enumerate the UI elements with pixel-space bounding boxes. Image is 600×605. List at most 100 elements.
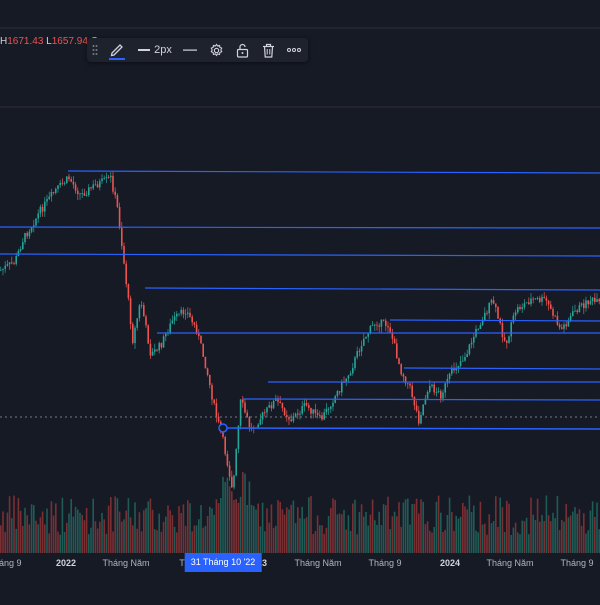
volume-bar xyxy=(180,513,182,553)
line-anchor-handle[interactable] xyxy=(218,423,228,433)
candle-body xyxy=(37,213,39,219)
drag-handle-icon[interactable] xyxy=(89,38,101,62)
volume-bar xyxy=(420,499,422,553)
horizontal-ray[interactable] xyxy=(0,226,600,229)
candle-body xyxy=(457,365,460,369)
candle-body xyxy=(330,406,332,409)
volume-bar xyxy=(147,501,149,553)
volume-bar xyxy=(242,471,244,553)
lock-button[interactable] xyxy=(231,38,253,62)
volume-bar xyxy=(77,509,79,553)
candle-body xyxy=(534,298,537,300)
candle-body xyxy=(407,383,409,385)
volume-bar xyxy=(4,531,6,553)
volume-bar xyxy=(349,530,352,553)
volume-bar xyxy=(413,503,416,553)
price-candles xyxy=(0,171,600,490)
volume-bar xyxy=(446,515,449,553)
candle-body xyxy=(332,402,334,407)
candle-body xyxy=(83,193,86,196)
volume-bar xyxy=(259,526,262,553)
horizontal-ray[interactable] xyxy=(0,253,600,257)
volume-bar xyxy=(448,497,451,553)
line-width-button[interactable]: 2px xyxy=(135,38,175,62)
candle-body xyxy=(147,325,149,344)
volume-bar xyxy=(541,514,543,553)
volume-bar xyxy=(13,495,15,553)
volume-bar xyxy=(437,495,440,553)
horizontal-ray[interactable] xyxy=(389,319,600,322)
line-width-icon xyxy=(138,49,151,51)
candle-body xyxy=(481,320,484,326)
candle-body xyxy=(512,315,515,323)
candle-body xyxy=(294,413,297,417)
candle-body xyxy=(204,356,207,369)
candle-body xyxy=(182,309,185,315)
candle-body xyxy=(55,188,57,193)
volume-bar xyxy=(132,525,134,553)
volume-bar xyxy=(204,525,207,553)
horizontal-ray[interactable] xyxy=(242,398,600,401)
time-tick: Tháng Năm xyxy=(486,558,534,568)
candle-body xyxy=(345,378,347,383)
volume-bar xyxy=(310,496,312,553)
candle-body xyxy=(193,322,196,325)
candle-body xyxy=(541,296,543,302)
volume-bar xyxy=(409,524,411,553)
candle-body xyxy=(506,340,508,343)
volume-bar xyxy=(396,516,398,553)
volume-bar xyxy=(81,514,83,553)
volume-bar xyxy=(136,528,138,553)
horizontal-ray[interactable] xyxy=(403,367,600,370)
candle-body xyxy=(248,417,251,428)
candle-body xyxy=(327,408,330,410)
horizontal-ray-selected[interactable] xyxy=(222,427,600,430)
volume-bar xyxy=(195,525,198,553)
volume-bar xyxy=(466,509,468,553)
volume-bar xyxy=(433,526,435,553)
volume-bar xyxy=(22,526,24,553)
candle-body xyxy=(490,300,493,303)
volume-bar xyxy=(387,496,389,553)
volume-bar xyxy=(475,530,477,553)
volume-bar xyxy=(222,476,224,553)
time-tick-year: 23 xyxy=(256,558,268,568)
volume-bar xyxy=(561,519,563,553)
line-color-button[interactable] xyxy=(105,38,129,62)
horizontal-ray[interactable] xyxy=(67,170,600,174)
more-button[interactable] xyxy=(283,38,305,62)
candle-body xyxy=(310,407,312,414)
candle-body xyxy=(567,320,570,327)
candle-body xyxy=(554,315,556,317)
candle-body xyxy=(354,357,356,368)
candle-body xyxy=(209,374,211,385)
volume-bar xyxy=(521,520,523,553)
horizontal-ray[interactable] xyxy=(144,287,600,291)
line-style-button[interactable] xyxy=(179,38,201,62)
candle-body xyxy=(569,315,572,321)
settings-button[interactable] xyxy=(205,38,227,62)
candle-body xyxy=(319,415,321,416)
candle-body xyxy=(213,399,215,404)
candle-body xyxy=(215,403,218,417)
volume-bar xyxy=(455,515,457,553)
candle-body xyxy=(121,227,123,246)
candle-body xyxy=(451,368,453,374)
time-axis[interactable]: Tháng 9 2022 Tháng Năm T 23 Tháng Năm Th… xyxy=(0,553,600,573)
candle-body xyxy=(594,297,596,302)
candle-body xyxy=(191,316,193,323)
volume-bar xyxy=(83,520,86,553)
candle-body xyxy=(376,324,378,326)
delete-button[interactable] xyxy=(257,38,279,62)
volume-bar xyxy=(50,501,53,553)
volume-bar xyxy=(532,514,534,553)
volume-bar xyxy=(402,502,405,553)
candle-body xyxy=(501,323,504,338)
candle-body xyxy=(259,419,262,425)
volume-bar xyxy=(585,533,587,553)
volume-bar xyxy=(470,512,473,553)
candle-body xyxy=(116,195,119,207)
candle-body xyxy=(400,364,402,375)
